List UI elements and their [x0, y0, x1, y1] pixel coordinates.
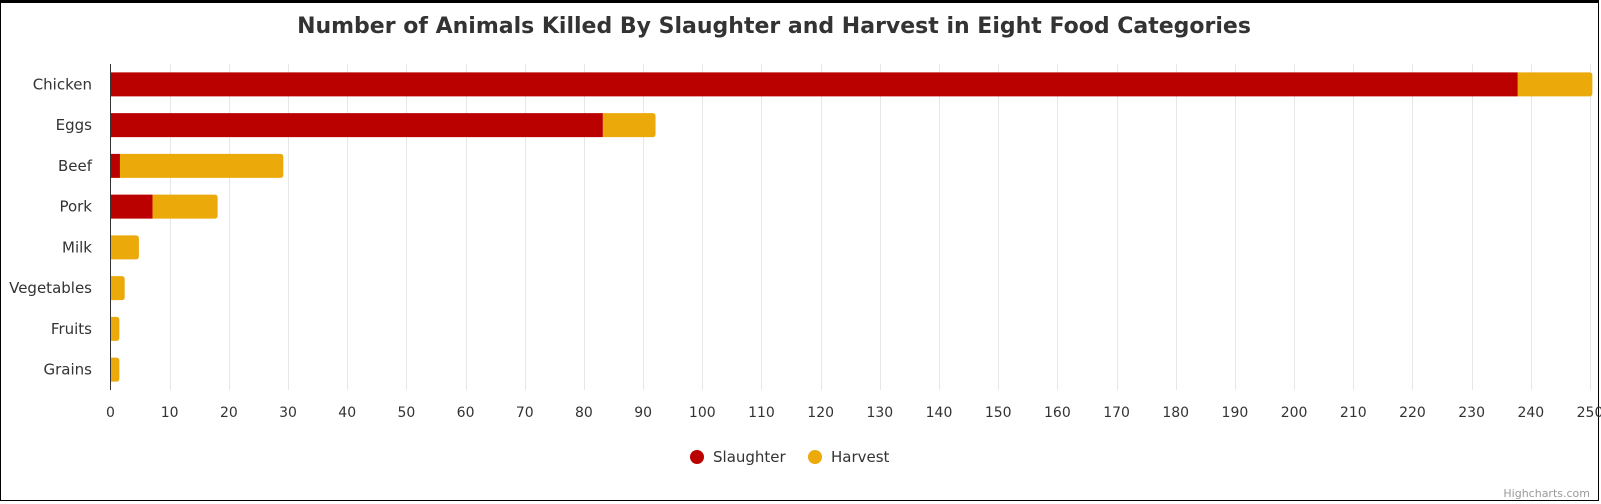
legend-label: Harvest [831, 448, 890, 466]
x-tick-label: 210 [1340, 405, 1367, 421]
x-tick-label: 20 [220, 405, 238, 421]
x-tick-label: 170 [1103, 405, 1130, 421]
x-tick-label: 80 [575, 405, 593, 421]
x-tick-label: 110 [748, 405, 775, 421]
category-label: Milk [62, 238, 92, 256]
bar-harvest-eggs[interactable] [602, 113, 656, 138]
bar-slaughter-beef[interactable] [110, 153, 120, 178]
x-tick-label: 250 [1577, 405, 1601, 421]
bars [110, 72, 1593, 382]
x-tick-label: 60 [457, 405, 475, 421]
x-tick-label: 40 [338, 405, 356, 421]
x-tick-label: 100 [689, 405, 716, 421]
category-label: Pork [59, 198, 92, 216]
bar-harvest-grains[interactable] [110, 357, 120, 382]
grid-lines [170, 64, 1591, 390]
bar-slaughter-chicken[interactable] [110, 72, 1518, 97]
x-tick-label: 10 [161, 405, 179, 421]
x-tick-label: 50 [397, 405, 415, 421]
x-tick-label: 190 [1222, 405, 1249, 421]
x-tick-label: 200 [1281, 405, 1308, 421]
x-tick-label: 90 [634, 405, 652, 421]
bar-harvest-vegetables[interactable] [110, 276, 125, 301]
bar-slaughter-pork[interactable] [110, 194, 153, 219]
legend-marker [808, 450, 822, 464]
bar-slaughter-eggs[interactable] [110, 113, 603, 138]
category-label: Fruits [51, 320, 92, 338]
legend-item-harvest[interactable]: Harvest [808, 448, 890, 466]
legend-item-slaughter[interactable]: Slaughter [690, 448, 787, 466]
category-label: Eggs [56, 116, 93, 134]
x-tick-label: 160 [1044, 405, 1071, 421]
category-label: Grains [44, 361, 93, 379]
legend-marker [690, 450, 704, 464]
x-tick-label: 240 [1517, 405, 1544, 421]
bar-harvest-chicken[interactable] [1517, 72, 1593, 97]
bar-harvest-fruits[interactable] [110, 316, 120, 341]
category-label: Vegetables [9, 279, 92, 297]
x-tick-labels: 0 10 20 30 40 50 60 70 80 90 100 110 120 130 140 150 160… [106, 405, 1601, 421]
credits-link[interactable]: Highcharts.com [1503, 487, 1590, 500]
x-tick-label: 70 [516, 405, 534, 421]
x-tick-label: 150 [985, 405, 1012, 421]
category-label: Chicken [33, 75, 92, 93]
legend[interactable]: Slaughter Harvest [690, 448, 890, 466]
chart-title: Number of Animals Killed By Slaughter an… [297, 14, 1251, 39]
bar-harvest-pork[interactable] [152, 194, 218, 219]
x-tick-label: 140 [926, 405, 953, 421]
x-tick-label: 220 [1399, 405, 1426, 421]
x-tick-label: 30 [279, 405, 297, 421]
x-tick-label: 230 [1458, 405, 1485, 421]
legend-label: Slaughter [713, 448, 787, 466]
x-tick-label: 180 [1162, 405, 1189, 421]
category-labels: Chicken Eggs Beef Pork Milk Vegetables Fruits G… [9, 75, 93, 378]
x-tick-label: 120 [807, 405, 834, 421]
category-label: Beef [58, 157, 93, 175]
x-tick-label: 130 [866, 405, 893, 421]
bar-harvest-milk[interactable] [110, 235, 139, 260]
bar-harvest-beef[interactable] [119, 153, 284, 178]
x-tick-label: 0 [106, 405, 115, 421]
